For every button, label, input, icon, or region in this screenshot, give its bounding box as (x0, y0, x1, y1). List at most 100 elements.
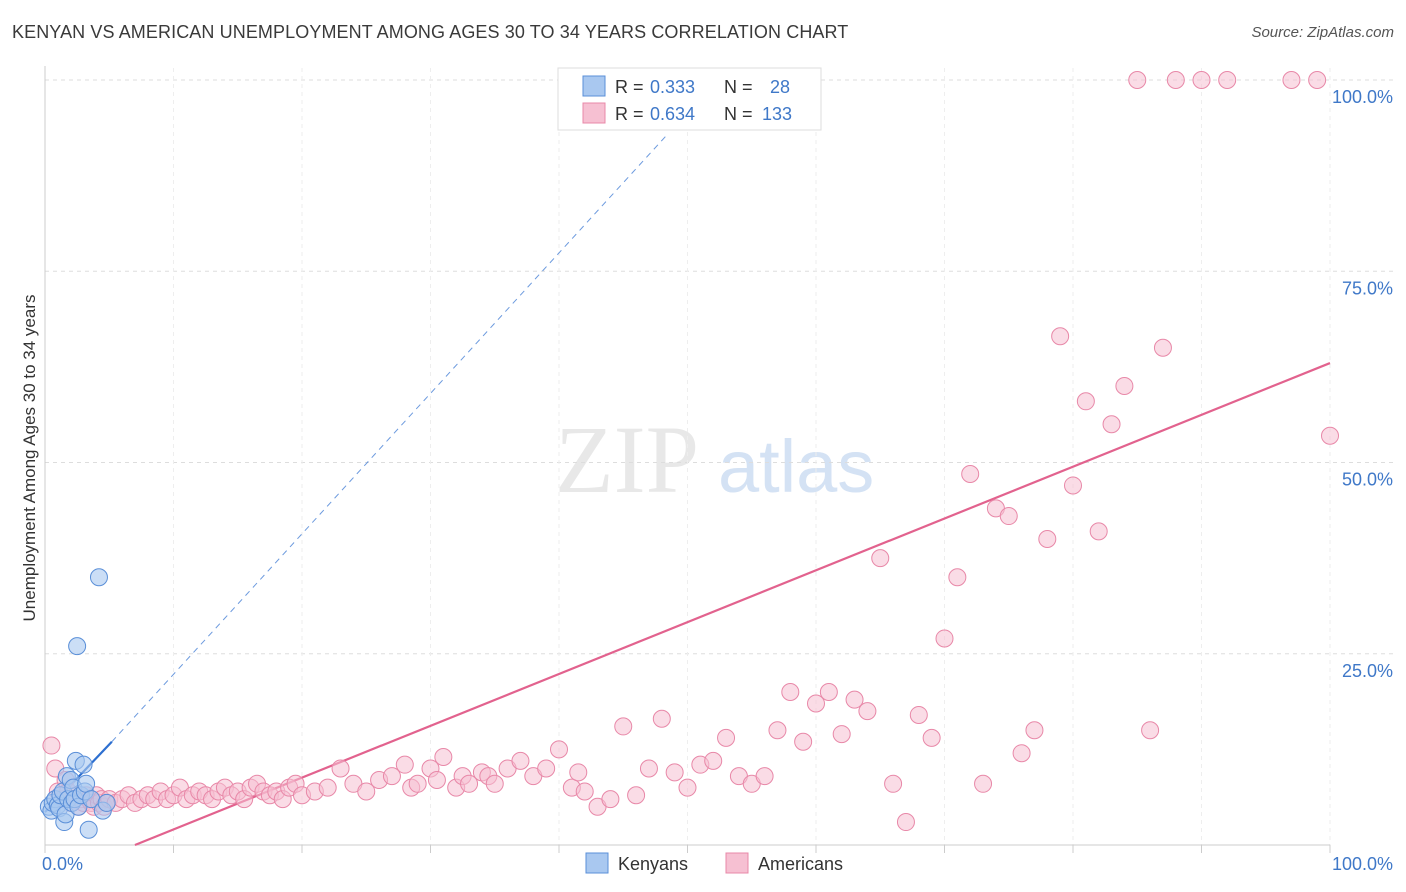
american-point (1025, 721, 1044, 740)
american-point (1308, 71, 1327, 89)
american-point (395, 755, 414, 774)
american-point (665, 763, 684, 782)
american-point (935, 629, 954, 648)
american-point (948, 568, 967, 587)
american-point (781, 683, 800, 701)
kenyan-point (74, 755, 93, 774)
american-point (884, 774, 903, 793)
kenyan-point (79, 820, 98, 839)
american-point (678, 778, 697, 797)
american-point (357, 782, 376, 801)
american-point (408, 774, 427, 793)
kenyan-point (89, 568, 108, 587)
bottom-legend-label-americans: Americans (758, 854, 843, 874)
american-point (858, 702, 877, 721)
american-point (819, 683, 838, 701)
kenyan-trend-extension (111, 133, 669, 743)
american-point (382, 767, 401, 786)
american-point (485, 774, 504, 793)
legend-n-value-kenyans: 28 (770, 77, 790, 97)
watermark-atlas: atlas (718, 425, 874, 508)
american-point (974, 774, 993, 793)
american-point (755, 767, 774, 786)
legend-r-value-americans: 0.634 (650, 104, 695, 124)
american-point (569, 763, 588, 782)
kenyan-point (77, 774, 96, 793)
american-point (1218, 71, 1237, 89)
axes: 25.0% 50.0% 75.0% 100.0% 0.0% 100.0% (42, 66, 1393, 874)
american-point (1321, 426, 1339, 445)
legend-r-label-kenyans: R = (615, 77, 644, 97)
american-point (832, 725, 851, 744)
legend-r-value-kenyans: 0.333 (650, 77, 695, 97)
legend-n-label-americans: N = (724, 104, 753, 124)
american-points (42, 71, 1339, 832)
bottom-legend-swatch-kenyans (585, 852, 609, 874)
american-point (550, 740, 568, 759)
american-point (717, 728, 736, 747)
american-point (1064, 476, 1082, 495)
legend-r-label-americans: R = (615, 104, 644, 124)
american-point (1282, 71, 1301, 89)
american-point (1166, 71, 1185, 89)
american-point (922, 728, 941, 747)
legend-swatch-americans (582, 102, 606, 124)
american-point (511, 751, 530, 770)
american-point (575, 782, 594, 801)
american-point (1192, 71, 1211, 89)
chart-title: KENYAN VS AMERICAN UNEMPLOYMENT AMONG AG… (12, 22, 849, 42)
american-point (1153, 338, 1172, 357)
american-point (1051, 327, 1070, 346)
american-point (434, 748, 453, 767)
american-point (1012, 744, 1031, 763)
y-tick-label: 75.0% (1342, 278, 1393, 298)
american-point (537, 759, 556, 778)
american-point (627, 786, 646, 805)
legend-swatch-kenyans (582, 75, 606, 97)
american-point (794, 732, 813, 751)
legend-n-value-americans: 133 (762, 104, 792, 124)
x-tick-label: 100.0% (1332, 854, 1393, 874)
american-point (1115, 377, 1134, 395)
american-point (1089, 522, 1108, 541)
american-point (999, 507, 1018, 526)
bottom-legend-label-kenyans: Kenyans (618, 854, 688, 874)
american-point (331, 759, 350, 778)
american-point (460, 774, 479, 793)
american-point (1076, 392, 1095, 411)
american-point (1038, 530, 1057, 548)
source-label: Source: ZipAtlas.com (1251, 24, 1394, 41)
american-point (601, 790, 620, 809)
kenyan-point (97, 793, 116, 812)
american-point (427, 770, 446, 789)
american-point (652, 709, 671, 728)
american-point (845, 690, 864, 709)
american-point (909, 705, 928, 724)
american-point (614, 717, 633, 736)
american-point (1102, 415, 1121, 434)
american-point (871, 549, 890, 568)
y-axis-title: Unemployment Among Ages 30 to 34 years (20, 295, 39, 622)
american-point (807, 694, 825, 713)
x-tick-label: 0.0% (42, 854, 83, 874)
american-point (704, 751, 723, 770)
american-point (639, 759, 658, 778)
series-legend: Kenyans Americans (585, 852, 843, 874)
watermark-zip: ZIP (555, 406, 699, 513)
kenyan-point (68, 637, 87, 656)
kenyan-points (39, 568, 116, 839)
american-point (961, 464, 980, 483)
american-point (896, 813, 915, 832)
american-point (1141, 721, 1160, 740)
y-tick-label: 100.0% (1332, 87, 1393, 107)
legend-n-label-kenyans: N = (724, 77, 753, 97)
american-point (1128, 71, 1147, 89)
y-tick-label: 25.0% (1342, 661, 1393, 681)
stats-legend: R = 0.333 N = 28 R = 0.634 N = 133 (557, 67, 822, 131)
y-tick-label: 50.0% (1342, 470, 1393, 490)
american-point (318, 778, 337, 797)
bottom-legend-swatch-americans (725, 852, 749, 874)
american-point (42, 736, 61, 755)
grid (45, 68, 1395, 845)
